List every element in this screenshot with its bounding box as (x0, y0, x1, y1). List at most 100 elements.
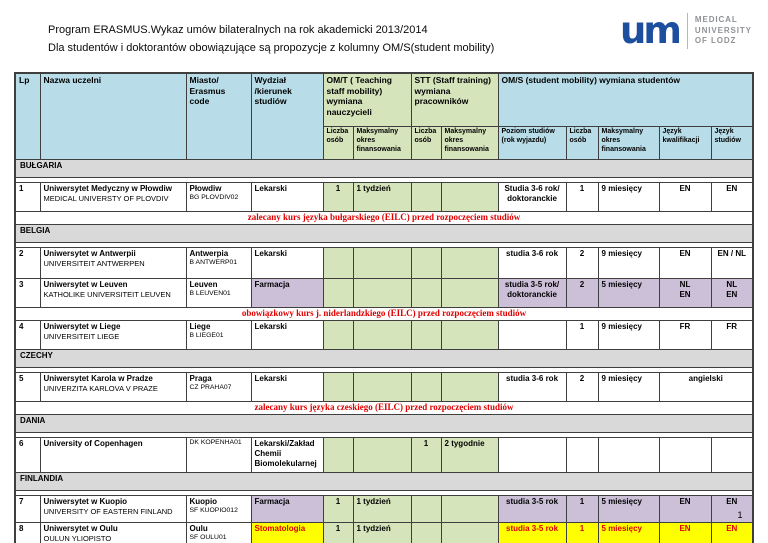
oms-level (497, 437, 567, 473)
lang-qualification: EN (658, 495, 712, 523)
city-cell: Oulu SF OULU01 (185, 522, 252, 543)
university-name: Uniwersytet w Antwerpii UNIVERSITEIT ANT… (39, 247, 187, 279)
row-number: 2 (14, 247, 41, 279)
subheader-lang-studies: Język studiów (710, 126, 754, 160)
university-name-original: UNIVERSITY OF EASTERN FINLAND (43, 507, 173, 516)
erasmus-code: SF OULU01 (189, 534, 227, 541)
table-row: 6 University of Copenhagen DK KOPENHA01 … (14, 437, 754, 473)
omt-period: 1 tydzień (352, 495, 412, 523)
omt-period (352, 278, 412, 308)
city-cell: Płowdiw BG PLOVDIV02 (185, 182, 252, 212)
group-header-omt: OM/T ( Teaching staff mobility) wymiana … (322, 72, 412, 127)
omt-persons (322, 320, 354, 350)
row-number: 8 (14, 522, 41, 543)
lang-qualification: EN (658, 182, 712, 212)
oms-level: Studia 3-6 rok/ doktoranckie (497, 182, 567, 212)
table-row: 3 Uniwersytet w Leuven KATHOLIKE UNIVERS… (14, 278, 754, 308)
university-name-pl: Uniwersytet w Liege (43, 322, 121, 331)
omt-persons (322, 437, 354, 473)
city-name: Liege (189, 322, 211, 331)
lang-studies: EN (710, 182, 754, 212)
col-header-lp: Lp (14, 72, 41, 160)
erasmus-code: SF KUOPIO012 (189, 507, 238, 514)
omt-period (352, 320, 412, 350)
lang-studies: EN (710, 522, 754, 543)
country-header-bulgaria: BUŁGARIA (14, 159, 754, 178)
oms-period: 5 miesięcy (597, 495, 660, 523)
oms-level: studia 3-6 rok (497, 247, 567, 279)
subheader-omt-persons: Liczba osób (322, 126, 354, 160)
stt-persons (410, 320, 442, 350)
omt-period (352, 437, 412, 473)
lang-qualification: NL EN (658, 278, 712, 308)
oms-level: studia 3-5 rok (497, 522, 567, 543)
city-cell: Antwerpia B ANTWERP01 (185, 247, 252, 279)
stt-period: 2 tygodnie (440, 437, 499, 473)
lang-studies: EN (710, 495, 754, 523)
subheader-stt-period: Maksymalny okres finansowania (440, 126, 499, 160)
row-number: 7 (14, 495, 41, 523)
oms-persons: 2 (565, 372, 599, 402)
erasmus-code: CZ PRAHA07 (189, 384, 232, 391)
stt-persons: 1 (410, 437, 442, 473)
oms-period: 9 miesięcy (597, 372, 660, 402)
oms-period: 9 miesięcy (597, 182, 660, 212)
stt-period (440, 278, 499, 308)
university-name-original: UNIVERZITA KARLOVA V PRAZE (43, 384, 158, 393)
oms-period: 5 miesięcy (597, 278, 660, 308)
department: Lekarski (250, 182, 324, 212)
country-header-czechy: CZECHY (14, 349, 754, 368)
lang-qualification: EN (658, 522, 712, 543)
lang-studies (710, 437, 754, 473)
title-line-1: Program ERASMUS.Wykaz umów bilateralnych… (48, 24, 428, 36)
university-name-original: OULUN YLIOPISTO (43, 534, 112, 543)
oms-persons (565, 437, 599, 473)
university-name-pl: Uniwersytet w Leuven (43, 280, 128, 289)
stt-persons (410, 522, 442, 543)
university-name: University of Copenhagen (39, 437, 187, 473)
city-cell: Praga CZ PRAHA07 (185, 372, 252, 402)
omt-period: 1 tydzień (352, 182, 412, 212)
row-number: 3 (14, 278, 41, 308)
omt-period: 1 tydzień (352, 522, 412, 543)
university-name-pl: Uniwersytet w Oulu (43, 524, 118, 533)
oms-level: studia 3-5 rok (497, 495, 567, 523)
university-name-pl: Uniwersytet w Kuopio (43, 497, 128, 506)
city-cell: Liege B LIEGE01 (185, 320, 252, 350)
row-number: 1 (14, 182, 41, 212)
stt-persons (410, 278, 442, 308)
university-name-original: KATHOLIKE UNIVERSITEIT LEUVEN (43, 290, 171, 299)
city-name: Kuopio (189, 497, 218, 506)
oms-period: 9 miesięcy (597, 320, 660, 350)
oms-level (497, 320, 567, 350)
logo-text-line3: OF LODZ (694, 36, 737, 46)
department: Farmacja (250, 495, 324, 523)
university-name-original: MEDICAL UNIVERSTY OF PLOVDIV (43, 194, 169, 203)
lang-qualification (658, 437, 712, 473)
university-name: Uniwersytet w Kuopio UNIVERSITY OF EASTE… (39, 495, 187, 523)
omt-persons: 1 (322, 495, 354, 523)
university-name: Uniwersytet w Oulu OULUN YLIOPISTO (39, 522, 187, 543)
oms-period: 5 miesięcy (597, 522, 660, 543)
row-number: 5 (14, 372, 41, 402)
city-name: Oulu (189, 524, 208, 533)
omt-persons: 1 (322, 182, 354, 212)
omt-period (352, 247, 412, 279)
country-header-belgia: BELGIA (14, 224, 754, 243)
title-line-2: Dla studentów i doktorantów obowiązujące… (48, 41, 495, 54)
omt-period (352, 372, 412, 402)
lang-studies: NL EN (710, 278, 754, 308)
stt-period (440, 372, 499, 402)
erasmus-code: B LEUVEN01 (189, 290, 231, 297)
page-number: 1 (737, 510, 743, 520)
table-row: 4 Uniwersytet w Liege UNIVERSITEIT LIEGE… (14, 320, 754, 350)
city-cell: DK KOPENHA01 (185, 437, 252, 473)
subheader-oms-level: Poziom studiów (rok wyjazdu) (497, 126, 567, 160)
lang-studies: EN / NL (710, 247, 754, 279)
oms-persons: 1 (565, 495, 599, 523)
university-name-pl: Uniwersytet w Antwerpii (43, 249, 136, 258)
department: Lekarski (250, 320, 324, 350)
subheader-lang-qualification: Język kwalifikacji (658, 126, 712, 160)
oms-persons: 2 (565, 247, 599, 279)
